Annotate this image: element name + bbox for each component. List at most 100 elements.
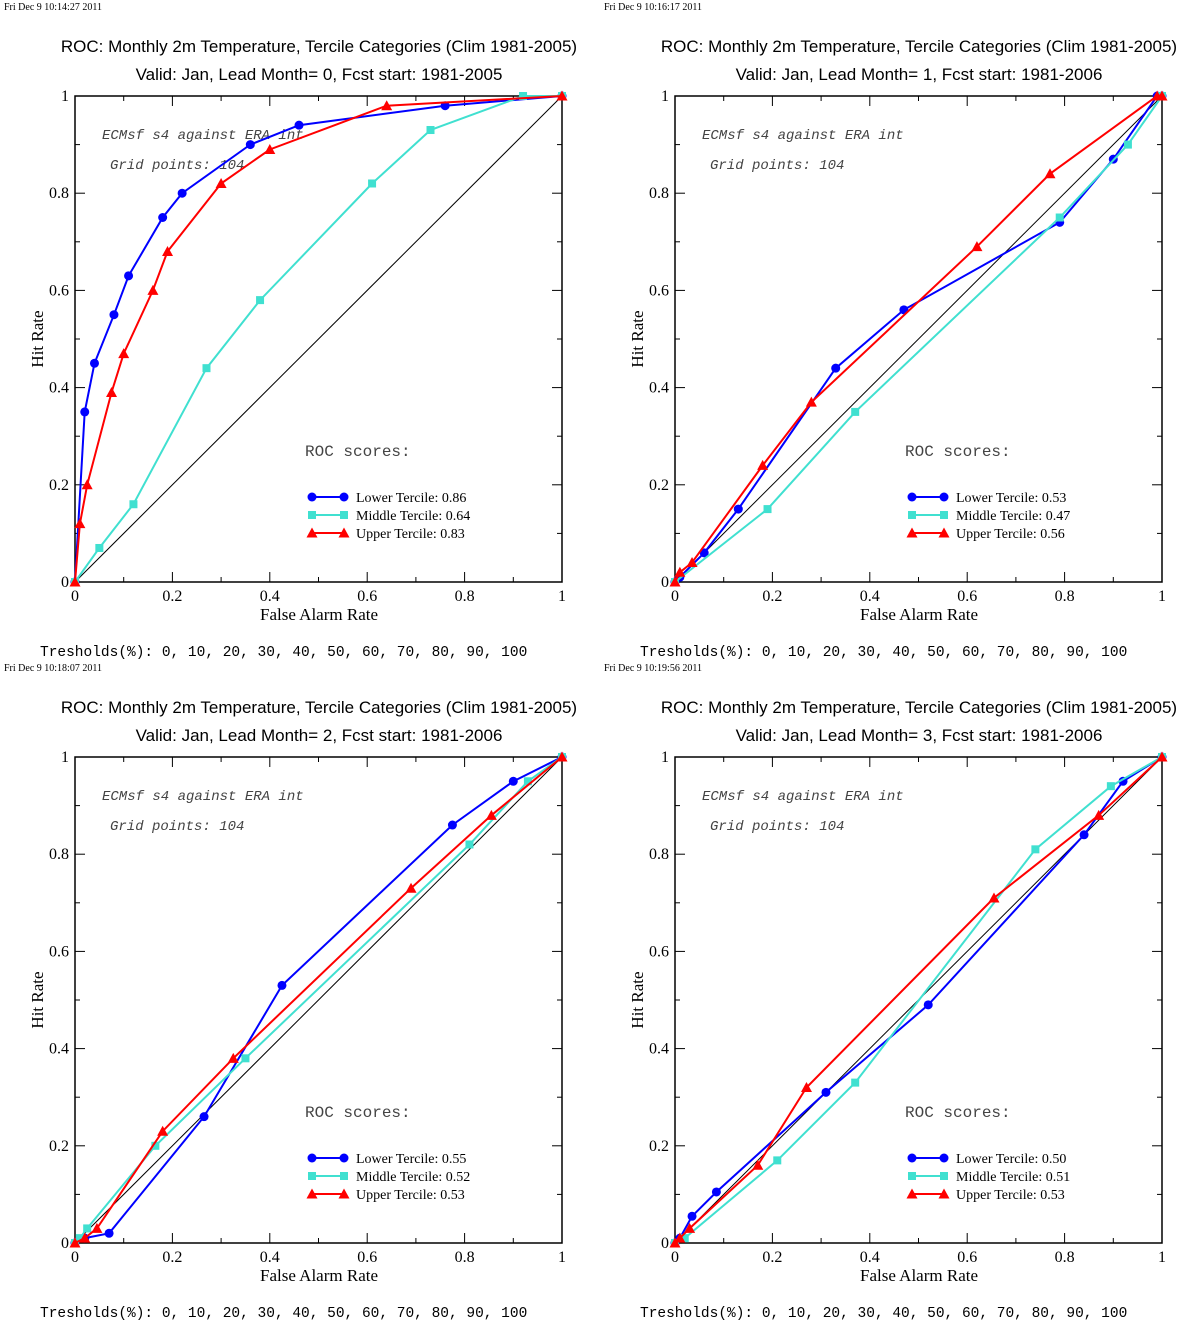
data-point	[162, 246, 174, 257]
legend-label: Lower Tercile: 0.55	[356, 1152, 466, 1167]
grid-points-annotation: Grid points: 104	[710, 819, 844, 835]
data-point	[752, 1159, 764, 1170]
chart-title: ROC: Monthly 2m Temperature, Tercile Cat…	[61, 37, 577, 56]
chart-title: ROC: Monthly 2m Temperature, Tercile Cat…	[61, 698, 577, 717]
legend-label: Upper Tercile: 0.56	[956, 527, 1065, 542]
data-point	[147, 284, 159, 295]
series-3	[69, 90, 568, 587]
legend-entry-3: Upper Tercile: 0.53	[906, 1188, 1065, 1203]
y-tick-label: 0.2	[649, 477, 669, 494]
data-point	[1156, 90, 1168, 101]
grid-points-annotation: Grid points: 104	[110, 158, 244, 174]
x-tick-label: 0	[71, 1249, 79, 1266]
data-point	[80, 407, 90, 417]
data-point	[1123, 140, 1132, 149]
legend-marker	[938, 1188, 950, 1199]
x-axis-label: False Alarm Rate	[260, 605, 378, 624]
data-point	[151, 1141, 160, 1150]
data-point	[686, 557, 698, 568]
x-tick-label: 1	[558, 588, 566, 605]
y-tick-label: 0.8	[649, 185, 669, 202]
data-point	[773, 1156, 782, 1165]
y-tick-label: 1	[661, 88, 669, 105]
data-point	[711, 1187, 721, 1197]
data-point	[227, 1052, 239, 1063]
thresholds-text: Tresholds(%): 0, 10, 20, 30, 40, 50, 60,…	[40, 645, 527, 661]
y-tick-label: 0.6	[49, 282, 69, 299]
thresholds-text: Tresholds(%): 0, 10, 20, 30, 40, 50, 60,…	[640, 645, 1127, 661]
timestamp: Fri Dec 9 10:18:07 2011	[4, 663, 102, 674]
model-annotation: ECMsf s4 against ERA int	[102, 128, 304, 144]
x-tick-label: 0	[671, 1249, 679, 1266]
x-tick-label: 0.2	[162, 1249, 182, 1266]
data-point	[519, 92, 528, 100]
chart-title: ROC: Monthly 2m Temperature, Tercile Cat…	[661, 698, 1177, 717]
y-axis-label: Hit Rate	[628, 310, 647, 367]
x-tick-label: 0.2	[762, 588, 782, 605]
x-tick-label: 1	[558, 1249, 566, 1266]
legend-marker	[308, 1172, 316, 1180]
data-point	[104, 1228, 114, 1238]
legend-label: Middle Tercile: 0.52	[356, 1170, 470, 1185]
grid-points-annotation: Grid points: 104	[110, 819, 244, 835]
chart-title: ROC: Monthly 2m Temperature, Tercile Cat…	[661, 37, 1177, 56]
legend-label: Lower Tercile: 0.50	[956, 1152, 1066, 1167]
data-point	[988, 892, 1000, 903]
legend-marker	[306, 1188, 318, 1199]
x-tick-label: 0	[671, 588, 679, 605]
y-tick-label: 0	[61, 1235, 69, 1252]
data-point	[79, 1232, 91, 1243]
no-skill-diagonal	[74, 756, 563, 1244]
data-point	[1106, 782, 1115, 791]
data-point	[851, 407, 860, 416]
legend-label: Middle Tercile: 0.64	[356, 509, 470, 524]
legend-label: Middle Tercile: 0.47	[956, 509, 1070, 524]
x-axis-label: False Alarm Rate	[260, 1266, 378, 1285]
data-point	[1093, 809, 1105, 820]
data-point	[687, 1211, 697, 1221]
x-tick-label: 0.8	[455, 1249, 475, 1266]
chart-subtitle: Valid: Jan, Lead Month= 3, Fcst start: 1…	[736, 726, 1103, 745]
data-point	[763, 505, 772, 514]
legend-entry-1: Lower Tercile: 0.50	[907, 1152, 1066, 1167]
x-tick-label: 0.4	[260, 588, 280, 605]
data-point	[508, 776, 518, 786]
y-tick-label: 1	[61, 88, 69, 105]
x-axis-label: False Alarm Rate	[860, 1266, 978, 1285]
roc-chart-svg: Fri Dec 9 10:19:56 2011 ROC: Monthly 2m T…	[604, 663, 1177, 1322]
roc-panel-2: Fri Dec 9 10:16:17 2011 ROC: Monthly 2m T…	[600, 0, 1200, 661]
data-point	[202, 364, 211, 373]
legend-label: Lower Tercile: 0.86	[356, 491, 466, 506]
y-tick-label: 0	[661, 574, 669, 591]
data-point	[447, 820, 457, 830]
x-tick-label: 0.6	[957, 588, 977, 605]
x-tick-label: 1	[1158, 588, 1166, 605]
data-point	[831, 363, 841, 373]
data-point	[674, 1232, 686, 1243]
data-point	[465, 840, 474, 849]
chart-subtitle: Valid: Jan, Lead Month= 0, Fcst start: 1…	[136, 65, 503, 84]
legend-marker	[308, 511, 316, 519]
legend-marker	[938, 527, 950, 538]
model-annotation: ECMsf s4 against ERA int	[102, 789, 304, 805]
data-point	[118, 348, 130, 359]
data-point	[106, 386, 118, 397]
data-point	[294, 120, 304, 130]
no-skill-diagonal	[674, 95, 1163, 583]
data-point	[199, 1112, 209, 1122]
legend-marker	[339, 1153, 349, 1163]
data-point	[157, 1125, 169, 1136]
y-tick-label: 0.6	[649, 943, 669, 960]
x-tick-label: 0	[71, 588, 79, 605]
legend-entry-1: Lower Tercile: 0.53	[907, 491, 1066, 506]
legend-label: Upper Tercile: 0.53	[956, 1188, 1065, 1203]
x-tick-label: 0.4	[860, 1249, 880, 1266]
y-tick-label: 0.4	[649, 380, 669, 397]
legend-entry-3: Upper Tercile: 0.56	[906, 527, 1065, 542]
timestamp: Fri Dec 9 10:19:56 2011	[604, 663, 702, 674]
legend-marker	[908, 1172, 916, 1180]
data-point	[177, 188, 187, 198]
roc-chart-svg: Fri Dec 9 10:16:17 2011 ROC: Monthly 2m T…	[604, 2, 1177, 661]
data-point	[733, 504, 743, 514]
